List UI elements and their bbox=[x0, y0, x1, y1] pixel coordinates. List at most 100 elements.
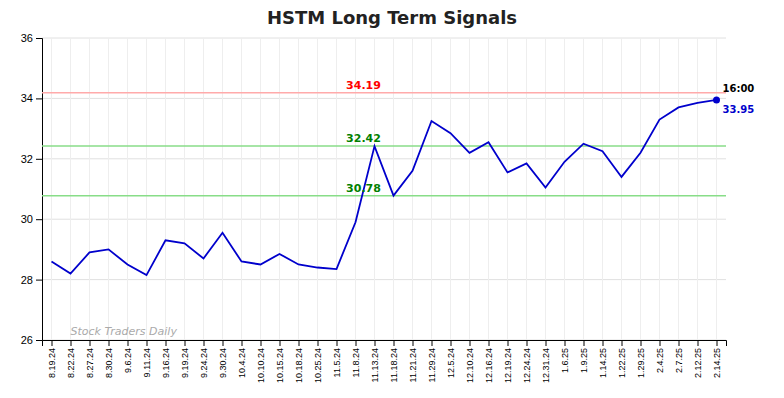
x-tick-mark bbox=[603, 340, 604, 346]
x-tick-mark bbox=[52, 340, 53, 346]
hline bbox=[42, 145, 726, 147]
x-tick-label: 2.7.25 bbox=[674, 348, 684, 373]
x-tick-label: 8.19.24 bbox=[47, 348, 57, 378]
y-tick-mark bbox=[36, 159, 42, 160]
grid-line-x bbox=[184, 38, 185, 340]
hline bbox=[42, 195, 726, 197]
hline-label: 30.78 bbox=[346, 182, 381, 195]
x-tick-label: 11.8.24 bbox=[351, 348, 361, 377]
hline-label: 32.42 bbox=[346, 132, 381, 145]
x-tick-mark bbox=[622, 340, 623, 346]
x-tick: 12.24.24 bbox=[522, 340, 532, 383]
x-tick: 1.9.25 bbox=[579, 340, 589, 373]
x-tick-label: 1.22.25 bbox=[617, 348, 627, 378]
grid-line-x bbox=[260, 38, 261, 340]
grid-line-x bbox=[583, 38, 584, 340]
x-tick: 11.18.24 bbox=[389, 340, 399, 382]
grid-line-y bbox=[42, 98, 726, 99]
x-tick: 8.30.24 bbox=[104, 340, 114, 378]
x-tick-mark bbox=[565, 340, 566, 346]
x-tick: 11.29.24 bbox=[427, 340, 437, 382]
x-tick-label: 11.13.24 bbox=[370, 348, 380, 382]
x-tick: 12.19.24 bbox=[503, 340, 513, 383]
grid-line-y bbox=[42, 219, 726, 220]
y-tick-mark bbox=[36, 98, 42, 99]
x-tick-label: 9.6.24 bbox=[123, 348, 133, 373]
x-tick-mark bbox=[717, 340, 718, 346]
x-tick-label: 8.22.24 bbox=[66, 348, 76, 378]
end-value-label: 33.95 bbox=[723, 104, 755, 115]
x-tick-label: 10.15.24 bbox=[275, 348, 285, 383]
x-tick-label: 12.31.24 bbox=[541, 348, 551, 383]
x-tick: 11.5.24 bbox=[332, 340, 342, 377]
x-tick-label: 11.5.24 bbox=[332, 348, 342, 377]
grid-line-x bbox=[507, 38, 508, 340]
x-tick: 11.8.24 bbox=[351, 340, 361, 377]
grid-line-x bbox=[127, 38, 128, 340]
grid-line-x bbox=[659, 38, 660, 340]
y-tick: 34 bbox=[21, 92, 42, 104]
y-tick: 28 bbox=[21, 274, 42, 286]
x-tick: 1.29.25 bbox=[636, 340, 646, 378]
x-tick: 11.21.24 bbox=[408, 340, 418, 382]
grid-line-y bbox=[42, 38, 726, 39]
x-tick: 9.16.24 bbox=[161, 340, 171, 378]
x-tick-mark bbox=[185, 340, 186, 346]
x-tick-label: 1.14.25 bbox=[598, 348, 608, 378]
grid-line-x bbox=[469, 38, 470, 340]
y-tick-label: 34 bbox=[21, 92, 33, 104]
y-tick: 36 bbox=[21, 32, 42, 44]
x-tick-label: 12.19.24 bbox=[503, 348, 513, 383]
y-tick-mark bbox=[36, 340, 42, 341]
x-tick: 12.16.24 bbox=[484, 340, 494, 383]
x-tick: 9.30.24 bbox=[218, 340, 228, 378]
x-tick-label: 9.11.24 bbox=[142, 348, 152, 377]
x-tick: 12.5.24 bbox=[446, 340, 456, 378]
x-tick-label: 11.21.24 bbox=[408, 348, 418, 382]
x-tick-label: 9.24.24 bbox=[199, 348, 209, 378]
x-axis-line bbox=[43, 341, 727, 347]
x-tick: 11.13.24 bbox=[370, 340, 380, 382]
x-tick-mark bbox=[679, 340, 680, 346]
x-tick-mark bbox=[641, 340, 642, 346]
hline bbox=[42, 92, 726, 94]
y-tick-mark bbox=[36, 280, 42, 281]
x-tick-mark bbox=[451, 340, 452, 346]
grid-line-x bbox=[241, 38, 242, 340]
watermark: Stock Traders Daily bbox=[71, 325, 178, 338]
x-tick-label: 1.9.25 bbox=[579, 348, 589, 373]
x-tick-label: 10.4.24 bbox=[237, 348, 247, 378]
grid-line-x bbox=[336, 38, 337, 340]
x-tick: 2.4.25 bbox=[655, 340, 665, 373]
x-tick-mark bbox=[147, 340, 148, 346]
x-tick-label: 2.4.25 bbox=[655, 348, 665, 373]
marks bbox=[42, 93, 726, 275]
grid-line-x bbox=[602, 38, 603, 340]
x-tick: 1.6.25 bbox=[560, 340, 570, 373]
y-tick-label: 30 bbox=[21, 213, 33, 225]
grid-line-x bbox=[621, 38, 622, 340]
grid-line-x bbox=[222, 38, 223, 340]
x-tick-mark bbox=[109, 340, 110, 346]
x-tick: 2.12.25 bbox=[693, 340, 703, 378]
grid-line-x bbox=[89, 38, 90, 340]
x-tick-label: 2.14.25 bbox=[712, 348, 722, 378]
annotations: 34.1932.4230.7816:0033.95Stock Traders D… bbox=[71, 79, 755, 338]
x-tick: 12.31.24 bbox=[541, 340, 551, 383]
end-dot bbox=[713, 96, 720, 103]
y-axis-line bbox=[36, 39, 43, 341]
grid-line-x bbox=[203, 38, 204, 340]
x-tick-mark bbox=[413, 340, 414, 346]
grid-line-x bbox=[146, 38, 147, 340]
x-tick-mark bbox=[299, 340, 300, 346]
x-tick-mark bbox=[204, 340, 205, 346]
x-tick-label: 9.16.24 bbox=[161, 348, 171, 378]
x-tick-label: 11.18.24 bbox=[389, 348, 399, 382]
x-tick-mark bbox=[356, 340, 357, 346]
x-tick-mark bbox=[375, 340, 376, 346]
grid-line-x bbox=[108, 38, 109, 340]
x-tick: 9.11.24 bbox=[142, 340, 152, 377]
x-tick-mark bbox=[223, 340, 224, 346]
x-tick-mark bbox=[337, 340, 338, 346]
x-tick-mark bbox=[71, 340, 72, 346]
